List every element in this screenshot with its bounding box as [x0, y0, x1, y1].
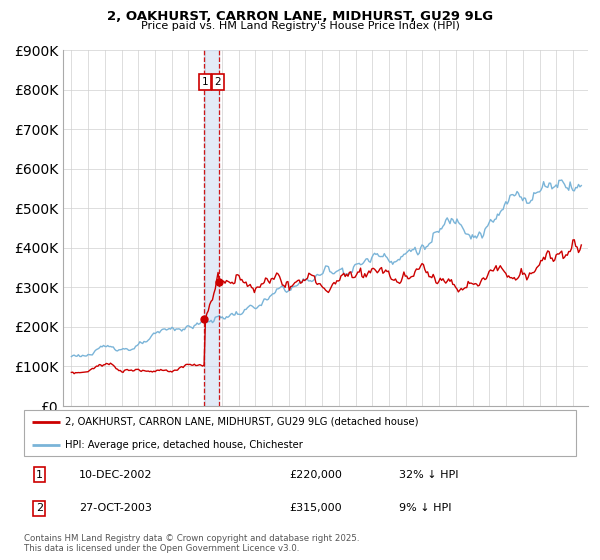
- Text: 1: 1: [36, 470, 43, 479]
- Text: 27-OCT-2003: 27-OCT-2003: [79, 503, 152, 513]
- Bar: [204, 50, 219, 406]
- Text: Contains HM Land Registry data © Crown copyright and database right 2025.
This d: Contains HM Land Registry data © Crown c…: [24, 534, 359, 553]
- Text: 9% ↓ HPI: 9% ↓ HPI: [400, 503, 452, 513]
- Text: 1: 1: [202, 77, 208, 87]
- Text: 2, OAKHURST, CARRON LANE, MIDHURST, GU29 9LG (detached house): 2, OAKHURST, CARRON LANE, MIDHURST, GU29…: [65, 417, 419, 427]
- Text: 10-DEC-2002: 10-DEC-2002: [79, 470, 152, 479]
- Text: 32% ↓ HPI: 32% ↓ HPI: [400, 470, 459, 479]
- Text: HPI: Average price, detached house, Chichester: HPI: Average price, detached house, Chic…: [65, 440, 303, 450]
- Text: £315,000: £315,000: [289, 503, 341, 513]
- Text: £220,000: £220,000: [289, 470, 342, 479]
- Text: 2, OAKHURST, CARRON LANE, MIDHURST, GU29 9LG: 2, OAKHURST, CARRON LANE, MIDHURST, GU29…: [107, 10, 493, 22]
- Text: 2: 2: [36, 503, 43, 513]
- Text: 2: 2: [215, 77, 221, 87]
- Text: Price paid vs. HM Land Registry's House Price Index (HPI): Price paid vs. HM Land Registry's House …: [140, 21, 460, 31]
